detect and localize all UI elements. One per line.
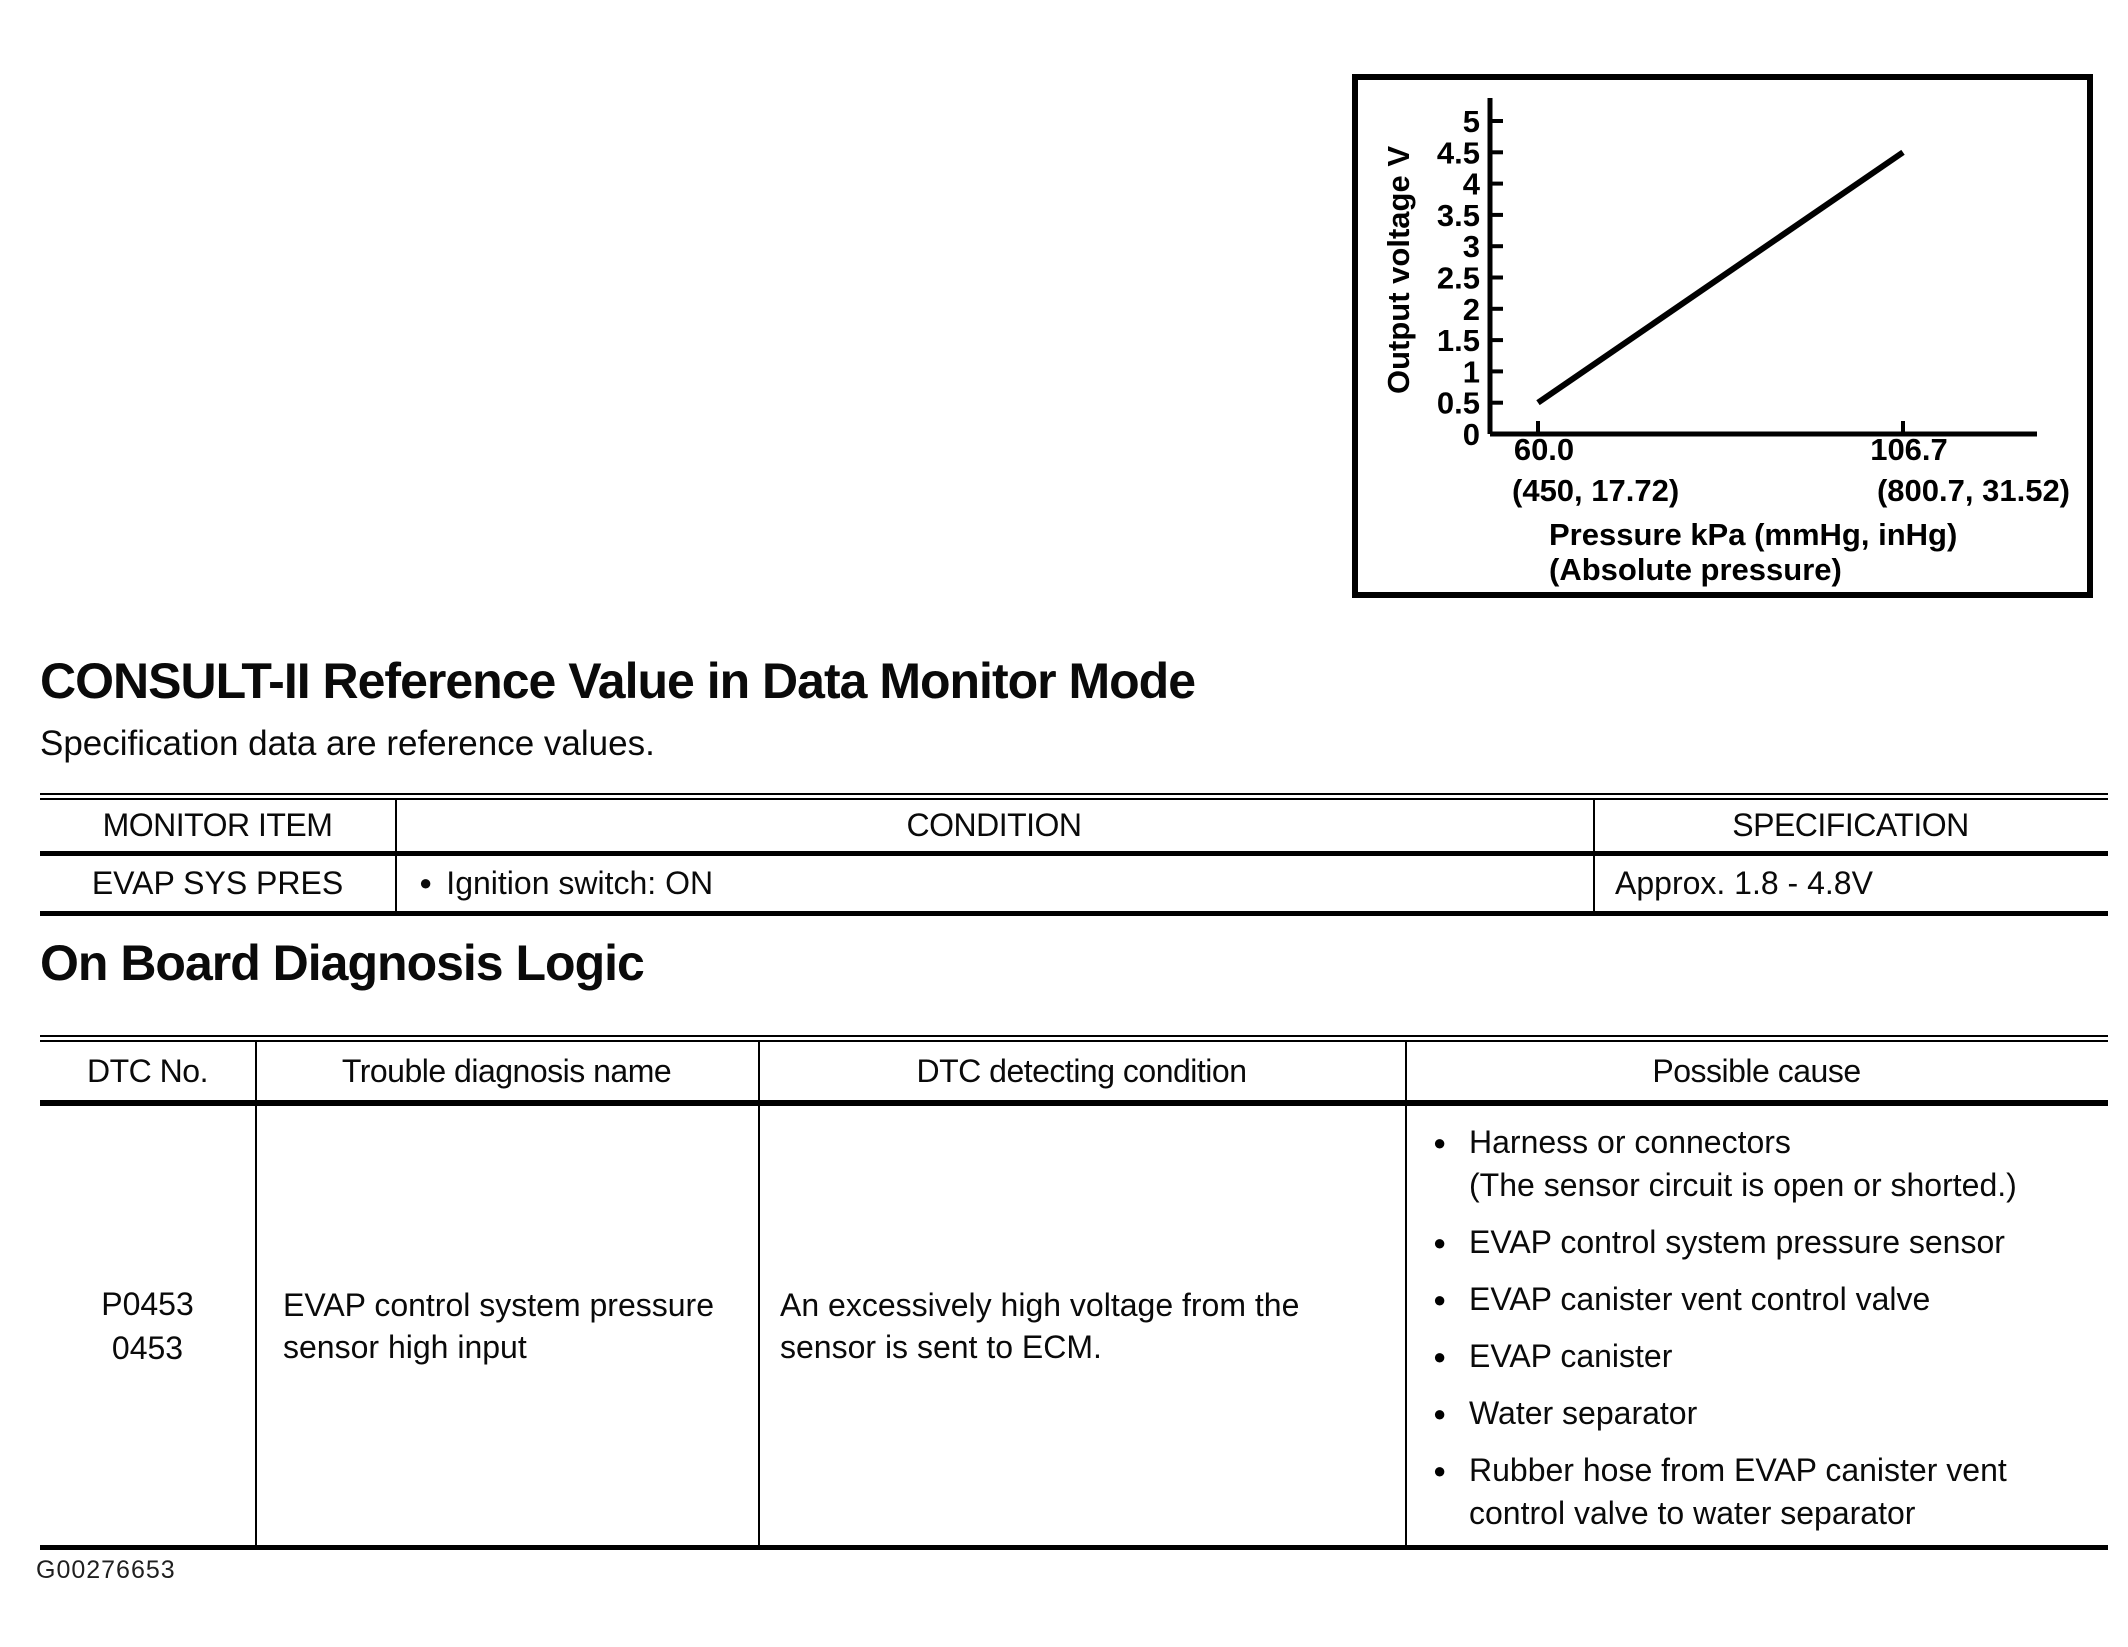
header-trouble-diagnosis-name: Trouble diagnosis name xyxy=(341,1052,672,1089)
y-tick-label: 0 xyxy=(1463,417,1480,452)
possible-cause-text: EVAP canister xyxy=(1469,1338,1673,1374)
bullet-icon: ● xyxy=(1433,1344,1447,1369)
dtc-detecting-condition-cell: An excessively high voltage from the sen… xyxy=(758,1106,1405,1545)
header-condition: CONDITION xyxy=(906,807,1082,843)
possible-cause-item: ● Harness or connectors (The sensor circui… xyxy=(1433,1121,2093,1207)
header-monitor-item: MONITOR ITEM xyxy=(102,807,333,843)
table-bottom-rule xyxy=(40,1545,2108,1550)
bullet-icon: ● xyxy=(1433,1287,1447,1312)
y-tick-label: 5 xyxy=(1463,104,1480,139)
header-possible-cause: Possible cause xyxy=(1652,1052,1861,1089)
x-tick-label: 60.0 xyxy=(1514,432,1574,467)
x-tick-label: 106.7 xyxy=(1870,432,1948,467)
possible-cause-item: ● Water separator xyxy=(1433,1392,2093,1435)
header-specification: SPECIFICATION xyxy=(1732,807,1969,843)
possible-cause-item: ● EVAP control system pressure sensor xyxy=(1433,1221,2093,1264)
possible-cause-text: Water separator xyxy=(1469,1395,1698,1431)
heading-consult-ii-reference: CONSULT-II Reference Value in Data Monit… xyxy=(40,653,1196,709)
column-divider xyxy=(395,800,397,911)
table-top-rule xyxy=(40,793,2108,800)
obd-logic-table: DTC No. Trouble diagnosis name DTC detec… xyxy=(40,1035,2108,1550)
dtc-detecting-condition-text: An excessively high voltage from the sen… xyxy=(780,1286,1300,1365)
column-divider xyxy=(1593,800,1595,911)
bullet-icon: ● xyxy=(1433,1230,1447,1255)
pressure-voltage-chart-svg: 00.511.522.533.544.55 60.0 (450, 17.72) 106… xyxy=(1381,98,2070,587)
table-top-rule xyxy=(40,1035,2108,1042)
y-tick-label: 1.5 xyxy=(1437,323,1480,358)
specification-value: Approx. 1.8 - 4.8V xyxy=(1615,865,1873,901)
monitor-item-value: EVAP SYS PRES xyxy=(91,865,344,901)
possible-cause-item: ● EVAP canister vent control valve xyxy=(1433,1278,2093,1321)
chart-border xyxy=(1352,74,2093,598)
possible-cause-list: ● Harness or connectors (The sensor circui… xyxy=(1433,1121,2093,1549)
trouble-diagnosis-name-cell: EVAP control system pressure sensor high… xyxy=(255,1106,758,1545)
y-tick-label: 1 xyxy=(1463,354,1480,389)
column-divider xyxy=(255,1042,257,1545)
heading-on-board-diagnosis-logic: On Board Diagnosis Logic xyxy=(40,935,645,991)
dtc-no-line: 0453 xyxy=(111,1329,184,1366)
possible-cause-text: Rubber hose from EVAP canister vent cont… xyxy=(1469,1452,2007,1531)
y-tick-label: 3.5 xyxy=(1437,198,1480,233)
y-tick-label: 2.5 xyxy=(1437,261,1480,296)
dtc-no-line: P0453 xyxy=(101,1285,194,1322)
table-header-rule xyxy=(40,1100,2108,1106)
y-tick-label: 3 xyxy=(1463,229,1480,264)
x-axis-subtitle: (Absolute pressure) xyxy=(1549,552,1842,587)
header-dtc-no: DTC No. xyxy=(87,1052,208,1089)
y-tick-label: 4.5 xyxy=(1437,135,1480,170)
possible-cause-text: Harness or connectors (The sensor circuit… xyxy=(1469,1124,2017,1203)
condition-value: ● Ignition switch: ON xyxy=(395,856,1593,911)
table-bottom-rule xyxy=(40,911,2108,916)
dtc-no-cell: P0453 0453 xyxy=(40,1106,255,1545)
column-divider xyxy=(758,1042,760,1545)
table-header-rule xyxy=(40,851,2108,856)
figure-code: G00276653 xyxy=(36,1556,176,1584)
condition-text: Ignition switch: ON xyxy=(446,865,714,901)
bullet-icon: ● xyxy=(419,869,433,895)
header-dtc-detecting-condition: DTC detecting condition xyxy=(916,1052,1247,1089)
x-tick-sublabel: (800.7, 31.52) xyxy=(1877,473,2070,508)
trouble-diagnosis-name-text: EVAP control system pressure sensor high… xyxy=(283,1286,714,1365)
x-tick-sublabel: (450, 17.72) xyxy=(1512,473,1679,508)
x-axis-title: Pressure kPa (mmHg, inHg) xyxy=(1549,517,1957,552)
bullet-icon: ● xyxy=(1433,1458,1447,1483)
y-axis-title: Output voltage V xyxy=(1381,146,1416,394)
possible-cause-text: EVAP canister vent control valve xyxy=(1469,1281,1931,1317)
possible-cause-item: ● EVAP canister xyxy=(1433,1335,2093,1378)
data-line-sensor-output-voltage xyxy=(1536,149,1905,406)
column-divider xyxy=(1405,1042,1407,1545)
possible-cause-item: ● Rubber hose from EVAP canister vent con… xyxy=(1433,1449,2093,1535)
subtitle-specification-note: Specification data are reference values. xyxy=(40,724,655,763)
y-tick-label: 4 xyxy=(1463,167,1481,202)
bullet-icon: ● xyxy=(1433,1130,1447,1155)
y-tick-label: 2 xyxy=(1463,292,1480,327)
bullet-icon: ● xyxy=(1433,1401,1447,1426)
possible-cause-text: EVAP control system pressure sensor xyxy=(1469,1224,2005,1260)
monitor-reference-table: MONITOR ITEM CONDITION SPECIFICATION EVA… xyxy=(40,793,2108,916)
y-tick-label: 0.5 xyxy=(1437,386,1480,421)
pressure-voltage-chart: 0 0.5 1 1.5 2 2.5 3 3.5 4 4.5 5 60.0 (450, 17.72) 106… xyxy=(1352,74,2093,598)
dtc-no-lines: P0453 0453 xyxy=(101,1282,194,1370)
